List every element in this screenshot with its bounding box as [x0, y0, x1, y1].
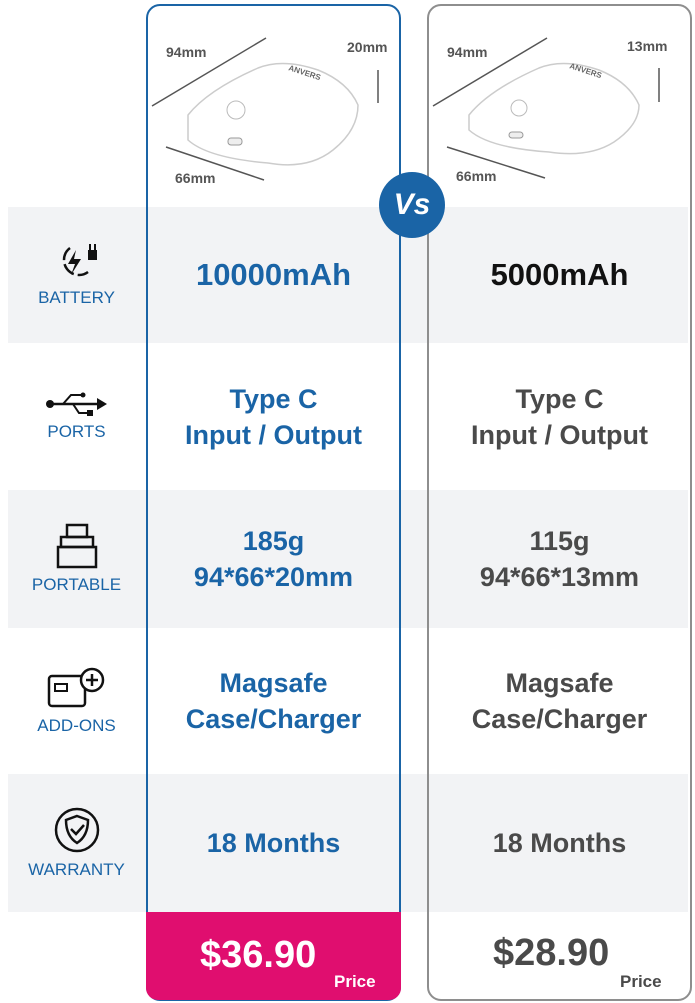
row-label-text: PORTS [47, 421, 106, 441]
warranty-value: 18 Months [492, 828, 627, 858]
price-label: Price [620, 972, 662, 991]
power-bank-illustration-10000: ANVERS [151, 37, 379, 181]
price-value: $28.90 [493, 932, 610, 974]
row-label-addons: ADD-ONS [8, 628, 145, 774]
dim-width: 66mm [456, 168, 497, 184]
portable-value: 185g 94*66*20mm [193, 526, 354, 592]
price-panel-10000: $36.90 Price [146, 912, 401, 1000]
dim-height: 13mm [627, 38, 668, 54]
dim-height: 20mm [347, 39, 388, 55]
usb-icon [45, 392, 107, 416]
row-band-portable [8, 490, 688, 628]
row-label-text: BATTERY [38, 288, 115, 307]
battery-value: 5000mAh [490, 257, 629, 292]
dim-length: 94mm [166, 44, 207, 60]
power-bank-icon [56, 523, 97, 569]
portable-value: 115g 94*66*13mm [479, 526, 640, 592]
product-card-10000 [146, 4, 401, 1001]
row-label-battery: BATTERY [8, 207, 145, 343]
warranty-value: 18 Months [206, 828, 341, 858]
add-on-icon [47, 667, 104, 708]
row-band-battery [8, 207, 688, 343]
power-bank-illustration-5000: ANVERS [432, 37, 660, 179]
row-label-portable: PORTABLE [8, 490, 145, 628]
vs-badge: Vs [379, 172, 445, 238]
battery-charge-icon [62, 244, 97, 277]
dim-width: 66mm [175, 170, 216, 186]
ports-value: Type C Input / Output [471, 383, 648, 450]
product-card-5000 [427, 4, 692, 1001]
row-band-warranty [8, 774, 688, 912]
ports-value: Type C Input / Output [185, 383, 362, 450]
price-value: $36.90 [200, 934, 317, 976]
shield-check-icon [54, 807, 99, 853]
dim-length: 94mm [447, 44, 488, 60]
price-label: Price [334, 972, 376, 991]
row-label-text: ADD-ONS [37, 716, 116, 735]
addons-value: Magsafe Case/Charger [185, 668, 362, 734]
row-label-ports: PORTS [8, 343, 145, 490]
row-label-text: WARRANTY [28, 860, 125, 879]
battery-value: 10000mAh [195, 257, 352, 292]
row-label-text: PORTABLE [31, 575, 122, 594]
addons-value: Magsafe Case/Charger [471, 668, 648, 734]
row-label-warranty: WARRANTY [8, 774, 145, 912]
